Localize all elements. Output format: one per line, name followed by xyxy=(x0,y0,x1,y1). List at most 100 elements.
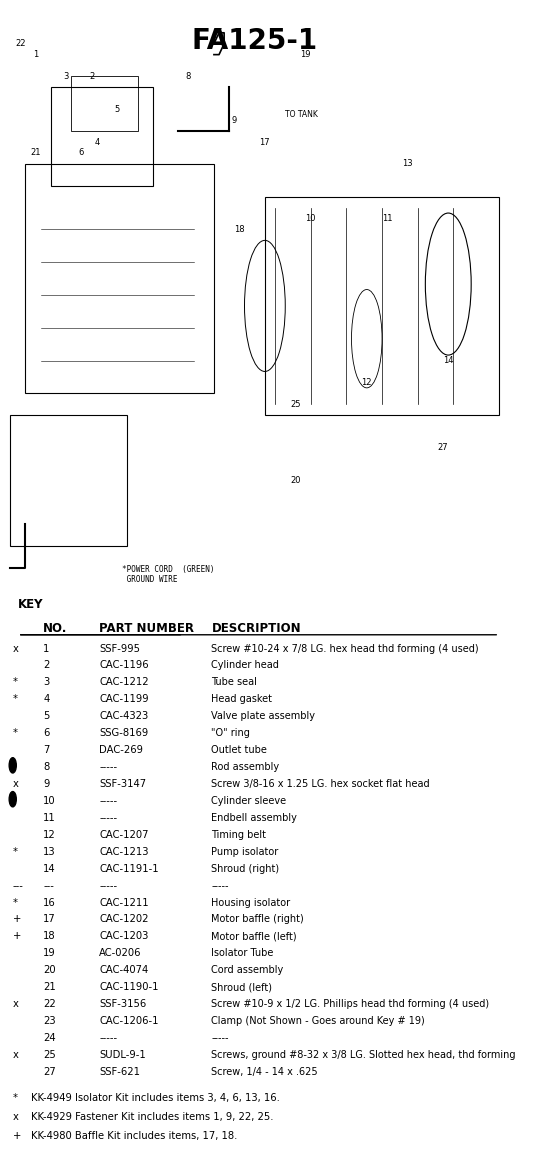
Text: 19: 19 xyxy=(300,51,311,59)
Text: 22: 22 xyxy=(43,1000,56,1009)
Text: Screw #10-9 x 1/2 LG. Phillips head thd forming (4 used): Screw #10-9 x 1/2 LG. Phillips head thd … xyxy=(211,1000,489,1009)
Text: 11: 11 xyxy=(382,214,393,223)
Text: 7: 7 xyxy=(216,29,222,37)
Text: KK-4929 Fastener Kit includes items 1, 9, 22, 25.: KK-4929 Fastener Kit includes items 1, 9… xyxy=(31,1112,273,1121)
Text: Shroud (right): Shroud (right) xyxy=(211,864,279,873)
Text: CAC-1206-1: CAC-1206-1 xyxy=(99,1016,159,1026)
Text: 16: 16 xyxy=(43,897,56,908)
Text: 4: 4 xyxy=(43,694,49,704)
Text: AC-0206: AC-0206 xyxy=(99,948,142,958)
Text: CAC-1202: CAC-1202 xyxy=(99,915,149,925)
Text: "O" ring: "O" ring xyxy=(211,728,250,738)
Text: 5: 5 xyxy=(115,105,120,114)
Text: ---: --- xyxy=(43,880,54,890)
Text: ---: --- xyxy=(13,880,24,890)
Text: 17: 17 xyxy=(260,138,270,147)
Text: 25: 25 xyxy=(290,400,301,409)
Text: 8: 8 xyxy=(43,762,49,772)
Text: x: x xyxy=(13,1000,18,1009)
Text: KK-4980 Baffle Kit includes items, 17, 18.: KK-4980 Baffle Kit includes items, 17, 1… xyxy=(31,1131,237,1141)
Text: 14: 14 xyxy=(43,864,56,873)
Text: SSF-3156: SSF-3156 xyxy=(99,1000,147,1009)
Text: 10: 10 xyxy=(43,796,56,805)
Text: 22: 22 xyxy=(15,39,26,48)
Text: Outlet tube: Outlet tube xyxy=(211,745,267,755)
Text: CAC-1199: CAC-1199 xyxy=(99,694,149,704)
Text: -----: ----- xyxy=(99,762,118,772)
Text: 2: 2 xyxy=(43,661,50,671)
Text: Motor baffle (right): Motor baffle (right) xyxy=(211,915,304,925)
Circle shape xyxy=(9,1146,16,1149)
Text: 20: 20 xyxy=(290,476,301,485)
Text: 3: 3 xyxy=(43,678,49,687)
Text: 18: 18 xyxy=(43,932,56,941)
Text: DESCRIPTION: DESCRIPTION xyxy=(211,622,301,634)
Text: *: * xyxy=(13,1093,18,1103)
Text: SSF-621: SSF-621 xyxy=(99,1067,141,1077)
Text: PART NUMBER: PART NUMBER xyxy=(99,622,194,634)
Text: 20: 20 xyxy=(43,965,56,976)
Text: Housing isolator: Housing isolator xyxy=(211,897,291,908)
Text: Screw #10-24 x 7/8 LG. hex head thd forming (4 used): Screw #10-24 x 7/8 LG. hex head thd form… xyxy=(211,643,479,654)
Text: CAC-1211: CAC-1211 xyxy=(99,897,149,908)
Text: Cord assembly: Cord assembly xyxy=(211,965,284,976)
Text: SUDL-9-1: SUDL-9-1 xyxy=(99,1050,146,1059)
Text: 21: 21 xyxy=(30,148,41,157)
Text: Rod assembly: Rod assembly xyxy=(211,762,279,772)
Text: 24: 24 xyxy=(43,1033,56,1043)
Text: *: * xyxy=(13,678,18,687)
Text: 27: 27 xyxy=(438,444,449,453)
Text: CAC-1190-1: CAC-1190-1 xyxy=(99,982,159,993)
Text: 12: 12 xyxy=(43,830,56,840)
Text: -----: ----- xyxy=(211,880,229,890)
Text: CAC-1213: CAC-1213 xyxy=(99,847,149,857)
Text: 13: 13 xyxy=(43,847,56,857)
Text: *POWER CORD  (GREEN)
 GROUND WIRE: *POWER CORD (GREEN) GROUND WIRE xyxy=(122,565,214,584)
Text: Timing belt: Timing belt xyxy=(211,830,267,840)
Text: 2: 2 xyxy=(89,72,94,80)
Text: Valve plate assembly: Valve plate assembly xyxy=(211,711,315,722)
Text: Motor baffle (left): Motor baffle (left) xyxy=(211,932,297,941)
Text: KEY: KEY xyxy=(18,597,43,610)
Text: x: x xyxy=(13,779,18,789)
Text: 21: 21 xyxy=(43,982,56,993)
Text: -----: ----- xyxy=(211,1033,229,1043)
Text: Clamp (Not Shown - Goes around Key # 19): Clamp (Not Shown - Goes around Key # 19) xyxy=(211,1016,425,1026)
Text: Isolator Tube: Isolator Tube xyxy=(211,948,274,958)
Text: Pump isolator: Pump isolator xyxy=(211,847,279,857)
Text: TO TANK: TO TANK xyxy=(285,110,318,119)
Text: 11: 11 xyxy=(43,812,56,823)
Text: *: * xyxy=(13,897,18,908)
Text: 19: 19 xyxy=(43,948,56,958)
Text: Head gasket: Head gasket xyxy=(211,694,272,704)
Text: 1: 1 xyxy=(43,643,50,654)
Text: Cylinder head: Cylinder head xyxy=(211,661,279,671)
Text: 5: 5 xyxy=(43,711,50,722)
Text: -----: ----- xyxy=(99,1033,118,1043)
Text: CAC-4074: CAC-4074 xyxy=(99,965,148,976)
Text: Screw, 1/4 - 14 x .625: Screw, 1/4 - 14 x .625 xyxy=(211,1067,318,1077)
Text: CAC-4323: CAC-4323 xyxy=(99,711,148,722)
Text: -----: ----- xyxy=(99,812,118,823)
Text: *: * xyxy=(13,728,18,738)
Text: SSF-995: SSF-995 xyxy=(99,643,141,654)
Text: 13: 13 xyxy=(402,160,413,169)
Text: FA125-1: FA125-1 xyxy=(192,28,318,55)
Text: CAC-1212: CAC-1212 xyxy=(99,678,149,687)
Text: Tube seal: Tube seal xyxy=(211,678,257,687)
Circle shape xyxy=(9,792,16,807)
Text: 3: 3 xyxy=(63,72,69,80)
Text: KK-4949 Isolator Kit includes items 3, 4, 6, 13, 16.: KK-4949 Isolator Kit includes items 3, 4… xyxy=(31,1093,279,1103)
Text: 12: 12 xyxy=(362,378,372,387)
Text: NO.: NO. xyxy=(43,622,68,634)
Text: 10: 10 xyxy=(305,214,316,223)
Text: +: + xyxy=(13,932,21,941)
Text: -----: ----- xyxy=(99,880,118,890)
Text: *: * xyxy=(13,847,18,857)
Text: CAC-1207: CAC-1207 xyxy=(99,830,149,840)
Text: 25: 25 xyxy=(43,1050,56,1059)
Text: 17: 17 xyxy=(43,915,56,925)
Text: 1: 1 xyxy=(33,51,38,59)
Circle shape xyxy=(9,757,16,773)
Text: 9: 9 xyxy=(232,116,237,125)
